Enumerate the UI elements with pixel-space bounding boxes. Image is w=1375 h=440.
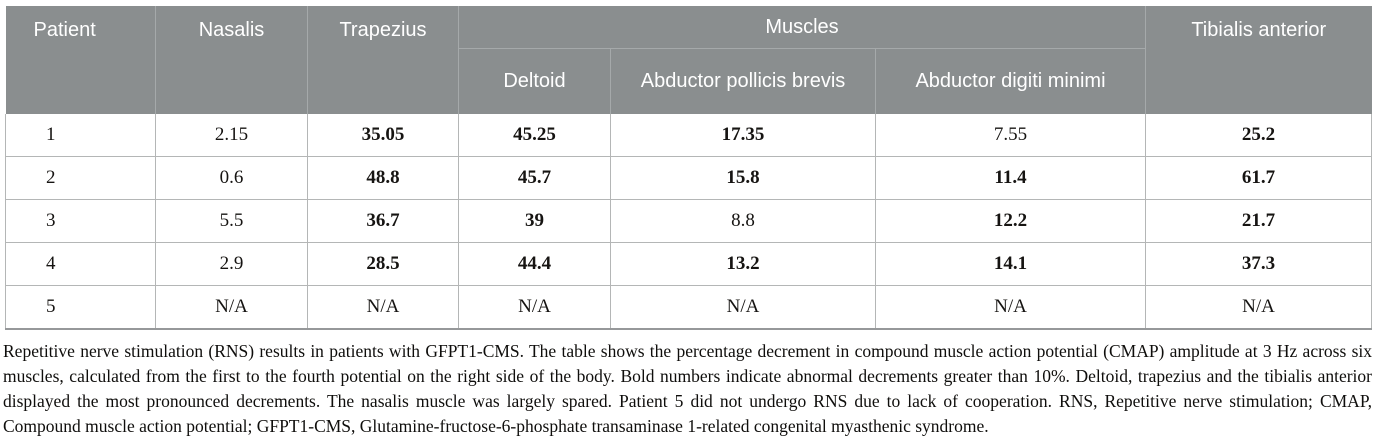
trapezius-value-cell: 36.7 [307,199,459,243]
abductor-pollicis-brevis-value-cell: 8.8 [610,199,876,243]
nasalis-value-cell: 2.9 [155,242,308,286]
deltoid-value-cell: N/A [458,285,611,330]
trapezius-value-cell: 28.5 [307,242,459,286]
column-header-patient: Patient [5,6,156,114]
table-caption: Repetitive nerve stimulation (RNS) resul… [3,341,1372,436]
patient-id-cell: 3 [5,199,156,243]
tibialis-anterior-value-cell: N/A [1145,285,1373,330]
patient-id-cell: 5 [5,285,156,330]
tibialis-anterior-value-cell: 21.7 [1145,199,1373,243]
trapezius-value-cell: N/A [307,285,459,330]
table-row: 1 2.15 35.05 45.25 17.35 7.55 25.2 [5,114,1373,157]
deltoid-value-cell: 39 [458,199,611,243]
table-row: 3 5.5 36.7 39 8.8 12.2 21.7 [5,199,1373,243]
column-group-header-muscles: Muscles [458,6,1147,49]
table-row: 4 2.9 28.5 44.4 13.2 14.1 37.3 [5,242,1373,286]
deltoid-value-cell: 45.7 [458,156,611,200]
abductor-digiti-minimi-value-cell: 14.1 [875,242,1147,286]
nasalis-value-cell: 2.15 [155,114,308,157]
tibialis-anterior-value-cell: 61.7 [1145,156,1373,200]
patient-id-cell: 2 [5,156,156,200]
abductor-digiti-minimi-value-cell: N/A [875,285,1147,330]
nasalis-value-cell: 0.6 [155,156,308,200]
column-header-trapezius: Trapezius [307,6,459,114]
nasalis-value-cell: N/A [155,285,308,330]
table-header: Patient Nasalis Trapezius Muscles Tibial… [5,6,1372,114]
tibialis-anterior-value-cell: 25.2 [1145,114,1373,157]
trapezius-value-cell: 35.05 [307,114,459,157]
column-header-deltoid: Deltoid [458,48,611,114]
table-row: 2 0.6 48.8 45.7 15.8 11.4 61.7 [5,156,1373,200]
header-row-subcolumns: Deltoid Abductor pollicis brevis Abducto… [6,48,1372,114]
abductor-digiti-minimi-value-cell: 12.2 [875,199,1147,243]
nasalis-value-cell: 5.5 [155,199,308,243]
abductor-digiti-minimi-value-cell: 7.55 [875,114,1147,157]
trapezius-value-cell: 48.8 [307,156,459,200]
abductor-pollicis-brevis-value-cell: 15.8 [610,156,876,200]
patient-id-cell: 1 [5,114,156,157]
abductor-digiti-minimi-value-cell: 11.4 [875,156,1147,200]
column-header-abductor-digiti-minimi: Abductor digiti minimi [875,48,1147,114]
abductor-pollicis-brevis-value-cell: 17.35 [610,114,876,157]
patient-id-cell: 4 [5,242,156,286]
tibialis-anterior-value-cell: 37.3 [1145,242,1373,286]
table-body: 1 2.15 35.05 45.25 17.35 7.55 25.2 2 0.6… [5,114,1373,330]
table-row: 5 N/A N/A N/A N/A N/A N/A [5,285,1373,330]
rns-results-table-wrap: Patient Nasalis Trapezius Muscles Tibial… [5,6,1373,330]
deltoid-value-cell: 44.4 [458,242,611,286]
header-row-group: Patient Nasalis Trapezius Muscles Tibial… [5,6,1372,114]
column-header-abductor-pollicis-brevis: Abductor pollicis brevis [610,48,876,114]
column-header-tibialis-anterior: Tibialis anterior [1145,6,1372,114]
abductor-pollicis-brevis-value-cell: 13.2 [610,242,876,286]
rns-results-table: Patient Nasalis Trapezius Muscles Tibial… [5,6,1373,330]
deltoid-value-cell: 45.25 [458,114,611,157]
abductor-pollicis-brevis-value-cell: N/A [610,285,876,330]
column-header-nasalis: Nasalis [155,6,308,114]
